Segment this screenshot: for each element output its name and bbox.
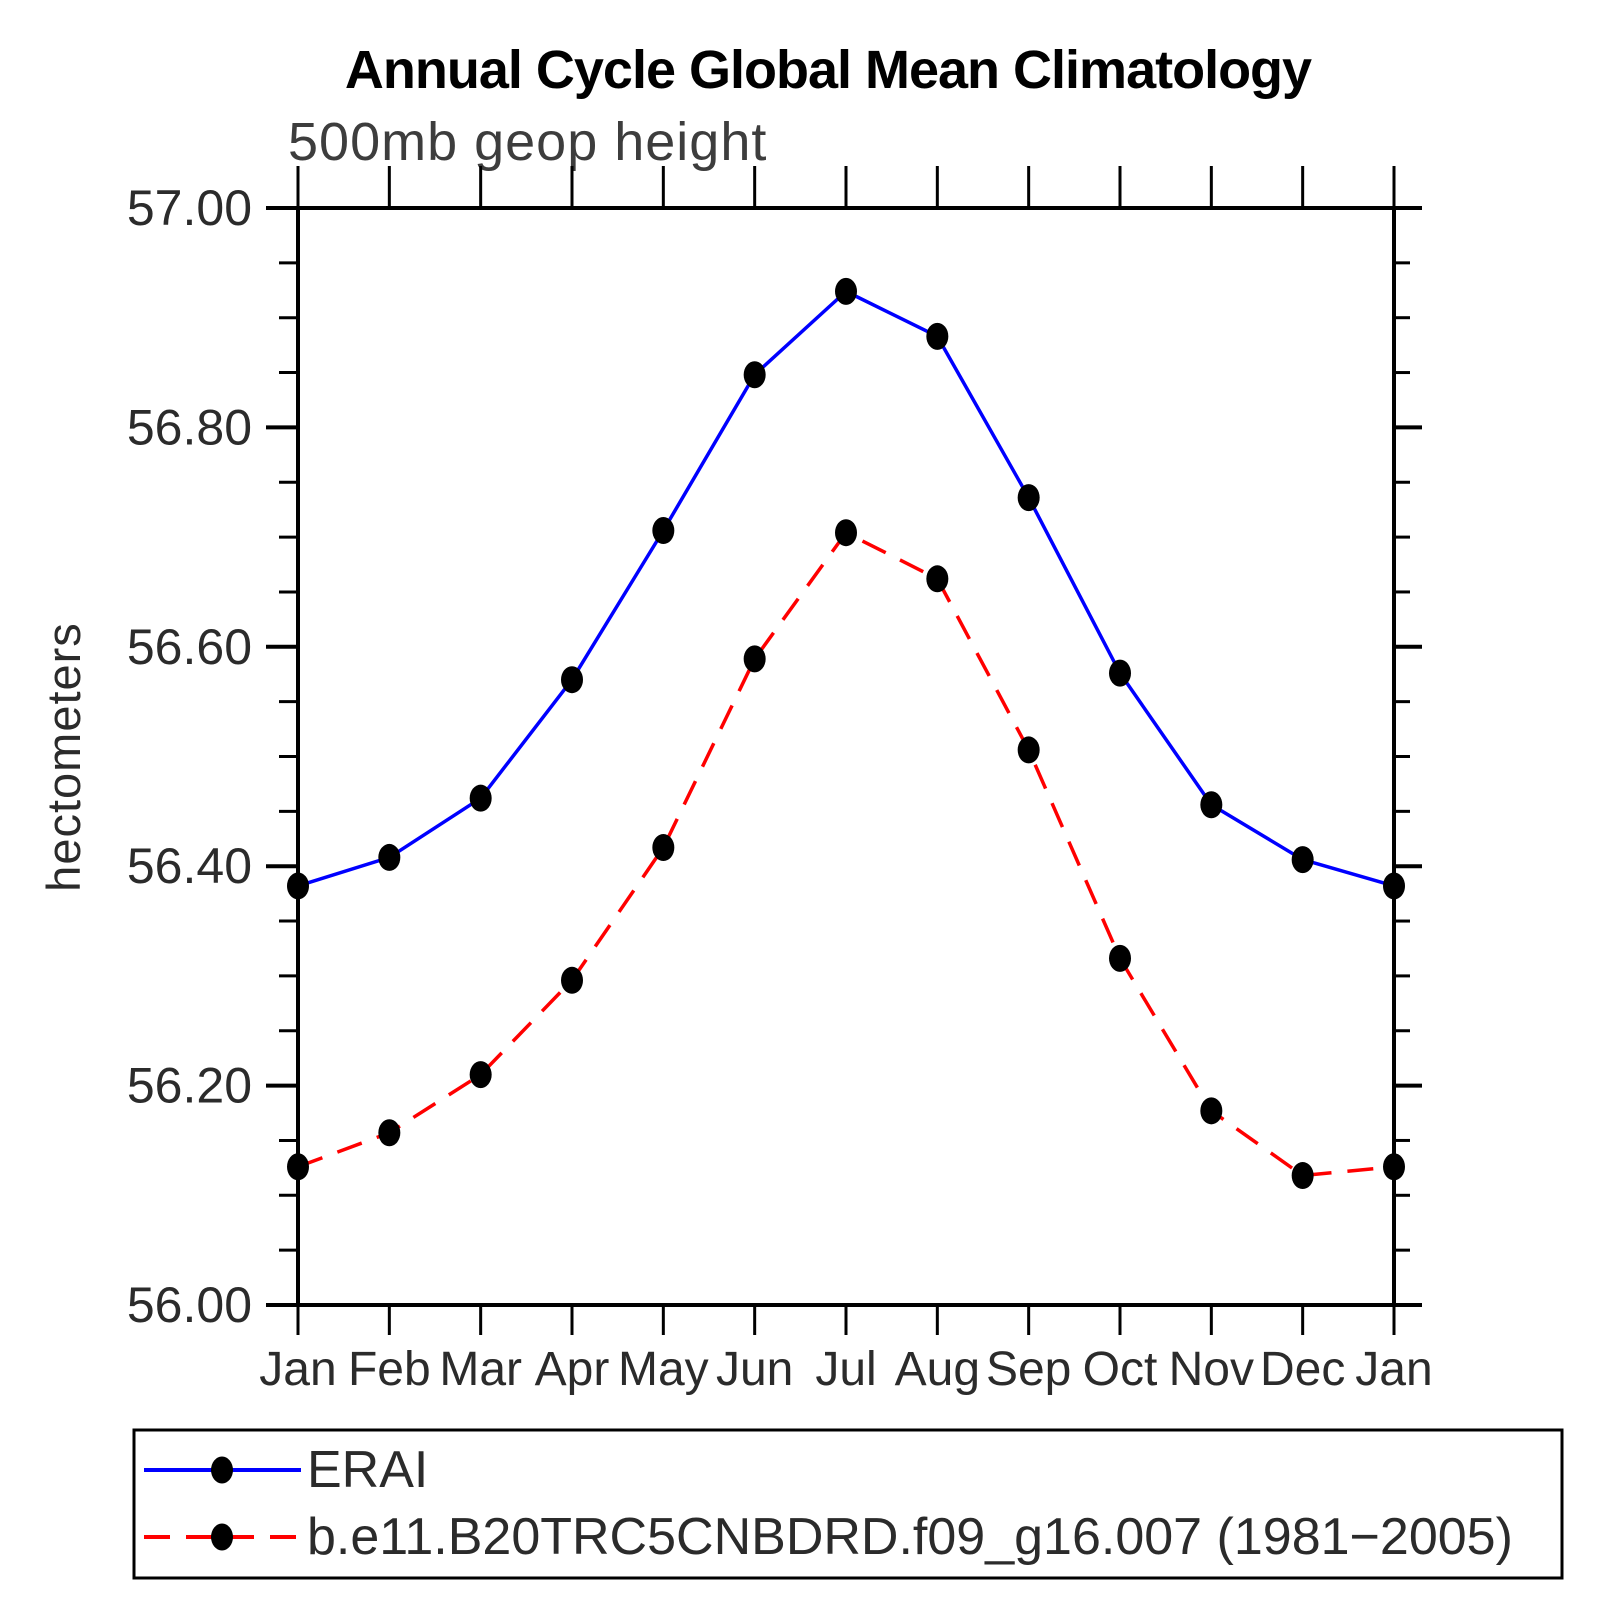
y-axis-label: hectometers [37,622,90,892]
data-point-marker [378,843,401,871]
legend-marker-erai-icon [211,1456,233,1484]
y-tick-label: 57.00 [127,180,252,236]
y-tick-label: 56.60 [127,619,252,675]
data-point-marker [1109,944,1131,972]
data-point-marker [835,277,857,305]
legend-entry-erai: ERAI [144,1441,428,1499]
data-point-marker [835,519,857,547]
data-point-marker [1200,791,1223,819]
x-axis-label: Jun [716,1343,793,1396]
plot-frame [296,206,1396,1307]
x-axis-label: Jan [259,1343,336,1396]
x-axis-label: Jan [1355,1343,1432,1396]
data-point-marker [1109,659,1131,687]
data-point-marker [287,1153,309,1181]
series-line-erai [297,289,1395,888]
data-point-marker [561,966,583,994]
data-point-marker [926,565,949,593]
data-point-marker [1017,736,1040,764]
y-tick-label: 56.20 [127,1058,252,1114]
data-point-marker [652,834,675,862]
data-point-marker [652,517,675,545]
chart-title: Annual Cycle Global Mean Climatology [345,40,1312,100]
data-point-marker [926,322,949,350]
x-axis-label: Oct [1083,1343,1158,1396]
data-point-marker [1383,1153,1405,1181]
legend-label-model: b.e11.B20TRC5CNBDRD.f09_g16.007 (1981−20… [307,1508,1513,1566]
y-tick-label: 56.80 [127,399,252,455]
data-point-marker [469,784,492,812]
x-axis-label: Apr [535,1343,610,1396]
data-point-marker [1291,1162,1314,1190]
series-line-model [297,530,1395,1178]
y-tick-label: 56.00 [127,1277,252,1333]
x-axis-label: Jul [815,1343,876,1396]
data-point-marker [1383,872,1405,900]
data-point-marker [469,1061,492,1089]
y-tick-label: 56.40 [127,838,252,894]
x-axis-label: Feb [348,1343,431,1396]
legend-box [132,1428,1564,1580]
legend-label-erai: ERAI [307,1441,428,1499]
data-point-marker [1291,846,1314,874]
legend-marker-model-icon [211,1523,233,1551]
data-point-marker [1017,484,1040,512]
x-axis-label: Nov [1169,1343,1254,1396]
chart-subtitle: 500mb geop height [288,112,767,172]
x-axis-label: Mar [439,1343,522,1396]
data-point-marker [561,666,583,694]
data-point-marker [743,361,766,389]
data-point-marker [287,872,309,900]
legend: ERAI b.e11.B20TRC5CNBDRD.f09_g16.007 (19… [132,1428,1564,1580]
x-axis-label: Aug [895,1343,980,1396]
data-point-marker [743,645,766,673]
data-point-marker [1200,1097,1223,1125]
legend-entry-model: b.e11.B20TRC5CNBDRD.f09_g16.007 (1981−20… [144,1508,1513,1566]
data-point-marker [378,1119,401,1147]
x-axis-label: May [618,1343,709,1396]
x-axis-label: Sep [986,1343,1071,1396]
x-axis-label: Dec [1260,1343,1345,1396]
